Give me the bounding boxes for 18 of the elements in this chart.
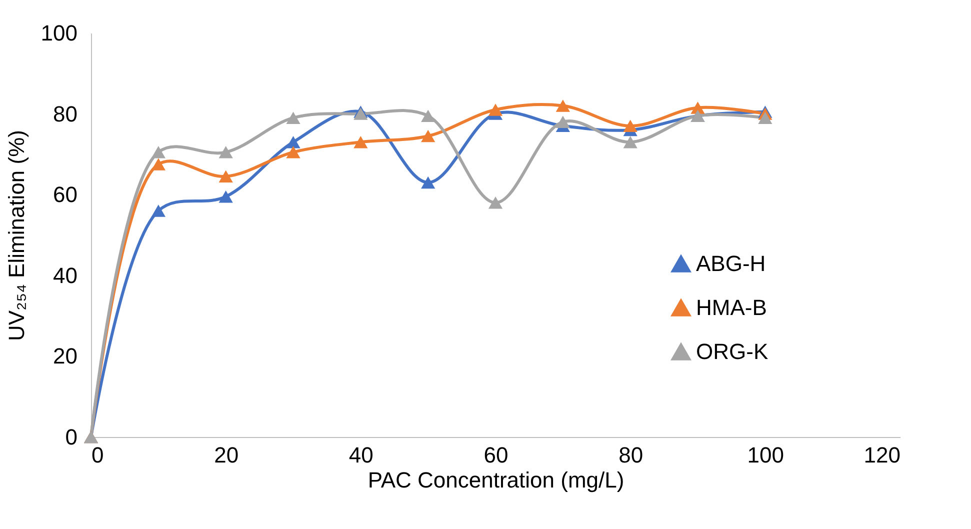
x-tick-label: 80 [618, 442, 644, 468]
y-tick-label: 60 [53, 182, 78, 208]
legend-label: ORG-K [696, 339, 768, 364]
y-tick-label: 20 [53, 344, 78, 369]
y-tick-label: 0 [65, 424, 78, 450]
y-tick-label: 100 [40, 20, 78, 46]
x-tick-label: 0 [92, 442, 104, 468]
y-tick-label: 80 [53, 101, 78, 126]
x-tick-label: 20 [214, 442, 239, 468]
x-tick-label: 60 [484, 442, 508, 468]
y-tick-label: 40 [53, 262, 78, 288]
y-axis-title: UV₂₅₄ Elimination (%) [4, 130, 29, 341]
x-axis-title: PAC Concentration (mg/L) [368, 468, 624, 492]
x-tick-label: 120 [864, 442, 900, 468]
legend-label: ABG-H [696, 251, 766, 276]
legend-label: HMA-B [696, 295, 767, 320]
x-tick-label: 40 [348, 442, 374, 468]
x-tick-label: 100 [747, 442, 784, 468]
